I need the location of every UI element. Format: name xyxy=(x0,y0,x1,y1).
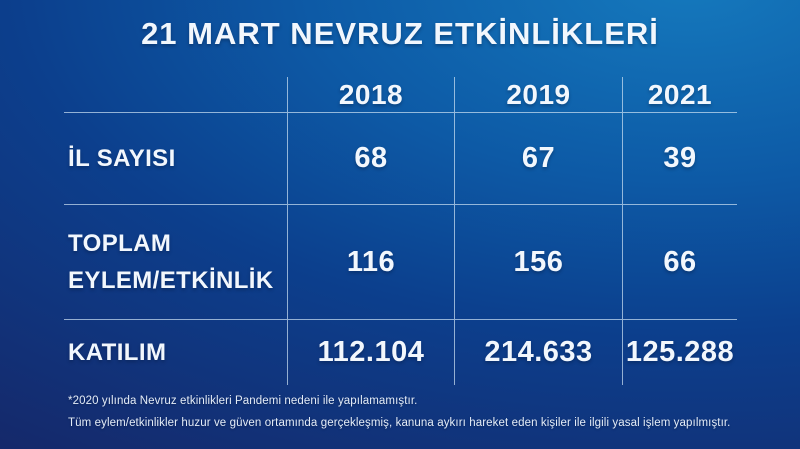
year-header-2018: 2018 xyxy=(288,77,455,113)
value-cell: 66 xyxy=(623,205,737,320)
year-header-2019: 2019 xyxy=(455,77,623,113)
page-title: 21 MART NEVRUZ ETKİNLİKLERİ xyxy=(141,16,659,51)
row-label-il-sayisi: İL SAYISI xyxy=(64,113,288,205)
header-corner-cell xyxy=(64,77,288,113)
footnotes: *2020 yılında Nevruz etkinlikleri Pandem… xyxy=(68,390,792,434)
value-cell: 68 xyxy=(288,113,455,205)
value-cell: 116 xyxy=(288,205,455,320)
value-cell: 67 xyxy=(455,113,623,205)
row-label-toplam-eylem-etkinlik: TOPLAM EYLEM/ETKİNLİK xyxy=(64,205,288,320)
value-cell: 112.104 xyxy=(288,320,455,385)
row-label-katilim: KATILIM xyxy=(64,320,288,385)
stats-table: 2018 2019 2021 İL SAYISI 68 67 39 TOPLAM… xyxy=(64,77,737,385)
footnote-pandemic: *2020 yılında Nevruz etkinlikleri Pandem… xyxy=(68,395,418,407)
year-header-2021: 2021 xyxy=(623,77,737,113)
value-cell: 156 xyxy=(455,205,623,320)
footnote-legal: Tüm eylem/etkinlikler huzur ve güven ort… xyxy=(68,417,731,429)
value-cell: 39 xyxy=(623,113,737,205)
value-cell: 214.633 xyxy=(455,320,623,385)
value-cell: 125.288 xyxy=(625,336,735,368)
